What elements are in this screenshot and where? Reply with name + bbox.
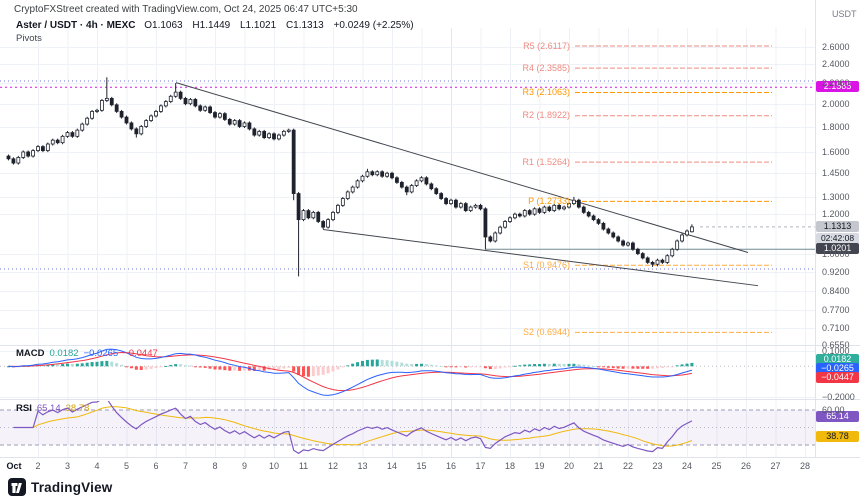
time-axis-tick[interactable]: 2	[35, 461, 41, 471]
indicator-legend-rsi[interactable]: RSI 65.14 38.78	[16, 403, 89, 414]
pivot-label-s1: S1 (0.9476)	[522, 259, 570, 270]
price-axis-tick[interactable]: 2.0000	[822, 98, 850, 109]
macd-label: MACD	[16, 348, 45, 359]
rsi-ma-badge: 38.78	[816, 431, 859, 442]
price-axis-tick[interactable]: 0.9200	[822, 266, 850, 277]
symbol-legend: Aster / USDT · 4h · MEXC O1.1063 H1.1449…	[16, 20, 421, 31]
time-axis-tick[interactable]: 13	[357, 461, 368, 471]
time-axis-tick[interactable]: 9	[241, 461, 248, 471]
price-axis-tick[interactable]: 1.0000	[822, 248, 850, 259]
pivot-label-r1: R1 (1.5264)	[522, 156, 570, 167]
pivot-label-s2: S2 (0.6944)	[522, 326, 570, 337]
price-axis-tick[interactable]: 1.6000	[822, 146, 850, 157]
time-axis-tick[interactable]: 27	[770, 461, 781, 471]
tradingview-wordmark: TradingView	[31, 479, 113, 495]
time-axis-tick-month[interactable]: Oct	[6, 461, 22, 471]
time-axis-tick[interactable]: 23	[652, 461, 663, 471]
time-axis-tick[interactable]: 25	[711, 461, 722, 471]
time-axis-tick[interactable]: 24	[681, 461, 693, 471]
rsi-label: RSI	[16, 403, 32, 414]
ohlc-open: O1.1063	[144, 20, 183, 31]
axis-currency-label: USDT	[832, 9, 857, 19]
ohlc-close: C1.1313	[285, 20, 324, 31]
macd-line-badge: −0.0265	[816, 363, 859, 374]
time-axis-tick[interactable]: 28	[799, 461, 811, 471]
rsi-ma-value: 38.78	[65, 403, 90, 414]
time-axis-tick[interactable]: 18	[504, 461, 516, 471]
ohlc-change: +0.0249 (+2.25%)	[333, 20, 414, 31]
pivot-label-r2: R2 (1.8922)	[522, 110, 570, 121]
time-axis-tick[interactable]: 6	[153, 461, 159, 471]
macd-signal-value: −0.0447	[123, 348, 158, 359]
price-axis-tick[interactable]: 1.2000	[822, 209, 850, 220]
macd-hist-badge: 0.0182	[816, 354, 859, 365]
pivot-label-r3: R3 (2.1063)	[522, 87, 570, 98]
price-axis-tick[interactable]: 1.8000	[822, 121, 850, 132]
price-axis-tick[interactable]: 0.8400	[822, 286, 850, 297]
pivot-label-p: P (1.2733)	[528, 195, 570, 206]
magenta-level-badge: 2.1585	[816, 81, 859, 92]
tradingview-watermark[interactable]: TradingView	[8, 478, 112, 496]
macd-hist-value: 0.0182	[49, 348, 79, 359]
time-axis-tick[interactable]: 19	[534, 461, 545, 471]
price-axis-tick[interactable]: 2.2000	[822, 78, 850, 89]
indicator-legend-macd[interactable]: MACD 0.0182 −0.0265 −0.0447	[16, 348, 158, 359]
price-axis-tick[interactable]: 0.7100	[822, 322, 850, 333]
time-axis-tick[interactable]: 3	[64, 461, 71, 471]
indicator-legend-pivots[interactable]: Pivots	[16, 33, 42, 44]
time-axis-tick[interactable]: 17	[475, 461, 486, 471]
attribution-text: CryptoFXStreet created with TradingView.…	[14, 4, 358, 15]
time-axis-tick[interactable]: 10	[268, 461, 280, 471]
price-axis-tick[interactable]: 2.6000	[822, 42, 850, 52]
time-axis-tick[interactable]: 21	[593, 461, 604, 471]
time-axis-tick[interactable]: 5	[123, 461, 130, 471]
trendline-price-badge: 1.0201	[816, 243, 859, 254]
rsi-axis-tick[interactable]: 60.00	[822, 405, 845, 415]
countdown-badge: 02:42:08	[816, 233, 859, 244]
price-axis-tick[interactable]: 1.4500	[822, 168, 850, 179]
time-axis-tick[interactable]: 14	[386, 461, 398, 471]
pivot-label-r4: R4 (2.3585)	[522, 62, 570, 73]
time-axis-tick[interactable]: 15	[416, 461, 427, 471]
macd-signal-badge: −0.0447	[816, 372, 859, 383]
time-axis-tick[interactable]: 22	[622, 461, 634, 471]
macd-axis-tick[interactable]: 0.1000	[822, 345, 850, 356]
time-axis-tick[interactable]: 16	[445, 461, 457, 471]
price-axis-tick[interactable]: 2.4000	[822, 59, 850, 70]
rsi-value: 65.14	[36, 403, 61, 414]
macd-line-value: −0.0265	[83, 348, 119, 359]
time-axis-tick[interactable]: 12	[327, 461, 339, 471]
time-axis-tick[interactable]: 26	[740, 461, 752, 471]
ohlc-low: L1.1021	[240, 20, 277, 31]
last-price-badge: 1.1313	[816, 221, 859, 232]
pivot-label-r5: R5 (2.6117)	[523, 40, 570, 51]
tradingview-logo-icon	[8, 478, 26, 496]
symbol-title[interactable]: Aster / USDT · 4h · MEXC	[16, 20, 136, 31]
price-axis-tick[interactable]: 0.7700	[822, 305, 850, 316]
ohlc-high: H1.1449	[192, 20, 231, 31]
time-axis-tick[interactable]: 11	[298, 461, 309, 471]
time-axis-tick[interactable]: 7	[182, 461, 189, 471]
price-axis-tick[interactable]: 1.3000	[822, 191, 850, 202]
price-axis-tick[interactable]: 0.6550	[822, 340, 850, 351]
time-axis-tick[interactable]: 8	[212, 461, 218, 471]
time-axis-tick[interactable]: 20	[563, 461, 575, 471]
time-axis-tick[interactable]: 4	[94, 461, 100, 471]
macd-axis-tick[interactable]: −0.2000	[822, 391, 855, 402]
rsi-badge: 65.14	[816, 411, 859, 422]
